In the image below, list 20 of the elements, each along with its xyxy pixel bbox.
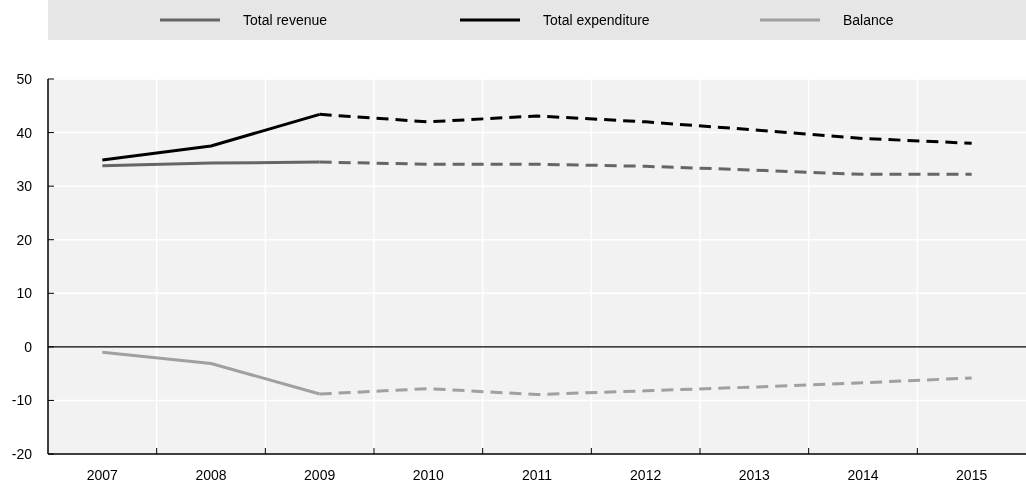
y-tick-label: 20 xyxy=(16,231,33,248)
x-tick-label: 2008 xyxy=(195,467,227,483)
y-tick-label: -10 xyxy=(11,392,33,409)
x-tick-label: 2009 xyxy=(304,467,336,483)
x-tick-label: 2007 xyxy=(86,467,119,483)
x-tick-label: 2010 xyxy=(412,467,445,483)
legend-label: Total revenue xyxy=(243,12,328,28)
y-tick-label: 10 xyxy=(16,285,33,302)
legend-label: Balance xyxy=(843,12,894,28)
y-tick-label: 40 xyxy=(16,124,33,141)
legend-label: Total expenditure xyxy=(543,12,650,28)
y-tick-label: 0 xyxy=(24,338,33,355)
x-tick-label: 2011 xyxy=(521,467,553,483)
y-tick-label: -20 xyxy=(11,446,33,462)
x-tick-label: 2013 xyxy=(738,467,771,483)
y-tick-label: 30 xyxy=(16,178,33,195)
x-tick-label: 2015 xyxy=(956,467,988,483)
x-tick-label: 2014 xyxy=(847,467,879,483)
y-tick-label: 50 xyxy=(16,71,33,87)
x-tick-label: 2012 xyxy=(630,467,662,483)
